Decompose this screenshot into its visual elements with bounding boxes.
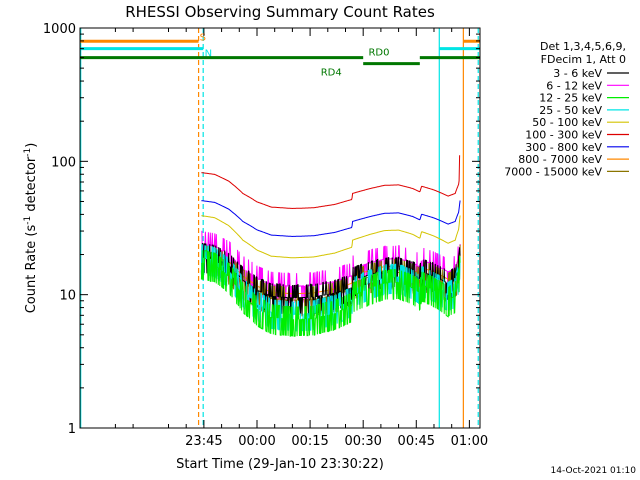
legend-entry-label: 50 - 100 keV — [532, 116, 602, 129]
legend-header: FDecim 1, Att 0 — [541, 53, 626, 66]
plot-frame — [79, 27, 481, 429]
legend-entry-label: 800 - 7000 keV — [518, 153, 602, 166]
legend-entry-label: 25 - 50 keV — [539, 104, 602, 117]
x-tick-label: 00:00 — [238, 434, 275, 449]
flag-bar-label: S — [200, 32, 206, 43]
x-axis-label: Start Time (29-Jan-10 23:30:22) — [176, 457, 384, 472]
legend-entry-label: 6 - 12 keV — [546, 79, 602, 92]
y-tick-label: 1 — [68, 422, 76, 437]
flag-bar-label: N — [205, 49, 212, 60]
vertical-markers — [80, 28, 479, 428]
axes: 1 10 100 1000 23:45 00:00 00:15 00:30 00:45 01:00 — [43, 22, 488, 449]
series-line — [201, 200, 461, 238]
flag-bar-label: RD0 — [368, 48, 389, 59]
series-line — [201, 155, 461, 210]
legend-entry-label: 100 - 300 keV — [525, 129, 602, 142]
y-tick-label: 100 — [51, 155, 76, 170]
legend-entry-label: 3 - 6 keV — [553, 67, 602, 80]
y-tick-label: 1000 — [43, 22, 76, 37]
chart-title: RHESSI Observing Summary Count Rates — [125, 3, 435, 21]
legend: Det 1,3,4,5,6,9,FDecim 1, Att 03 - 6 keV… — [504, 40, 629, 178]
x-tick-label: 00:15 — [291, 434, 328, 449]
x-tick-label: 00:30 — [344, 434, 381, 449]
plot-timestamp: 14-Oct-2021 01:10 — [551, 466, 637, 476]
x-tick-label: 01:00 — [451, 434, 488, 449]
attenuator-flag-bars: SN RD0 RD4 — [80, 32, 480, 79]
y-axis-label: Count Rate (s-1 detector-1) — [23, 143, 39, 314]
y-tick-label: 10 — [59, 289, 76, 304]
legend-header: Det 1,3,4,5,6,9, — [540, 40, 626, 53]
series-line — [201, 215, 461, 259]
series-lines — [200, 155, 461, 337]
legend-entry-label: 7000 - 15000 keV — [504, 165, 602, 178]
x-tick-label: 23:45 — [185, 434, 222, 449]
flag-bar-label: RD4 — [321, 68, 342, 79]
series-line — [200, 249, 461, 337]
legend-entry-label: 12 - 25 keV — [539, 92, 602, 105]
legend-entry-label: 300 - 800 keV — [525, 141, 602, 154]
x-tick-label: 00:45 — [398, 434, 435, 449]
